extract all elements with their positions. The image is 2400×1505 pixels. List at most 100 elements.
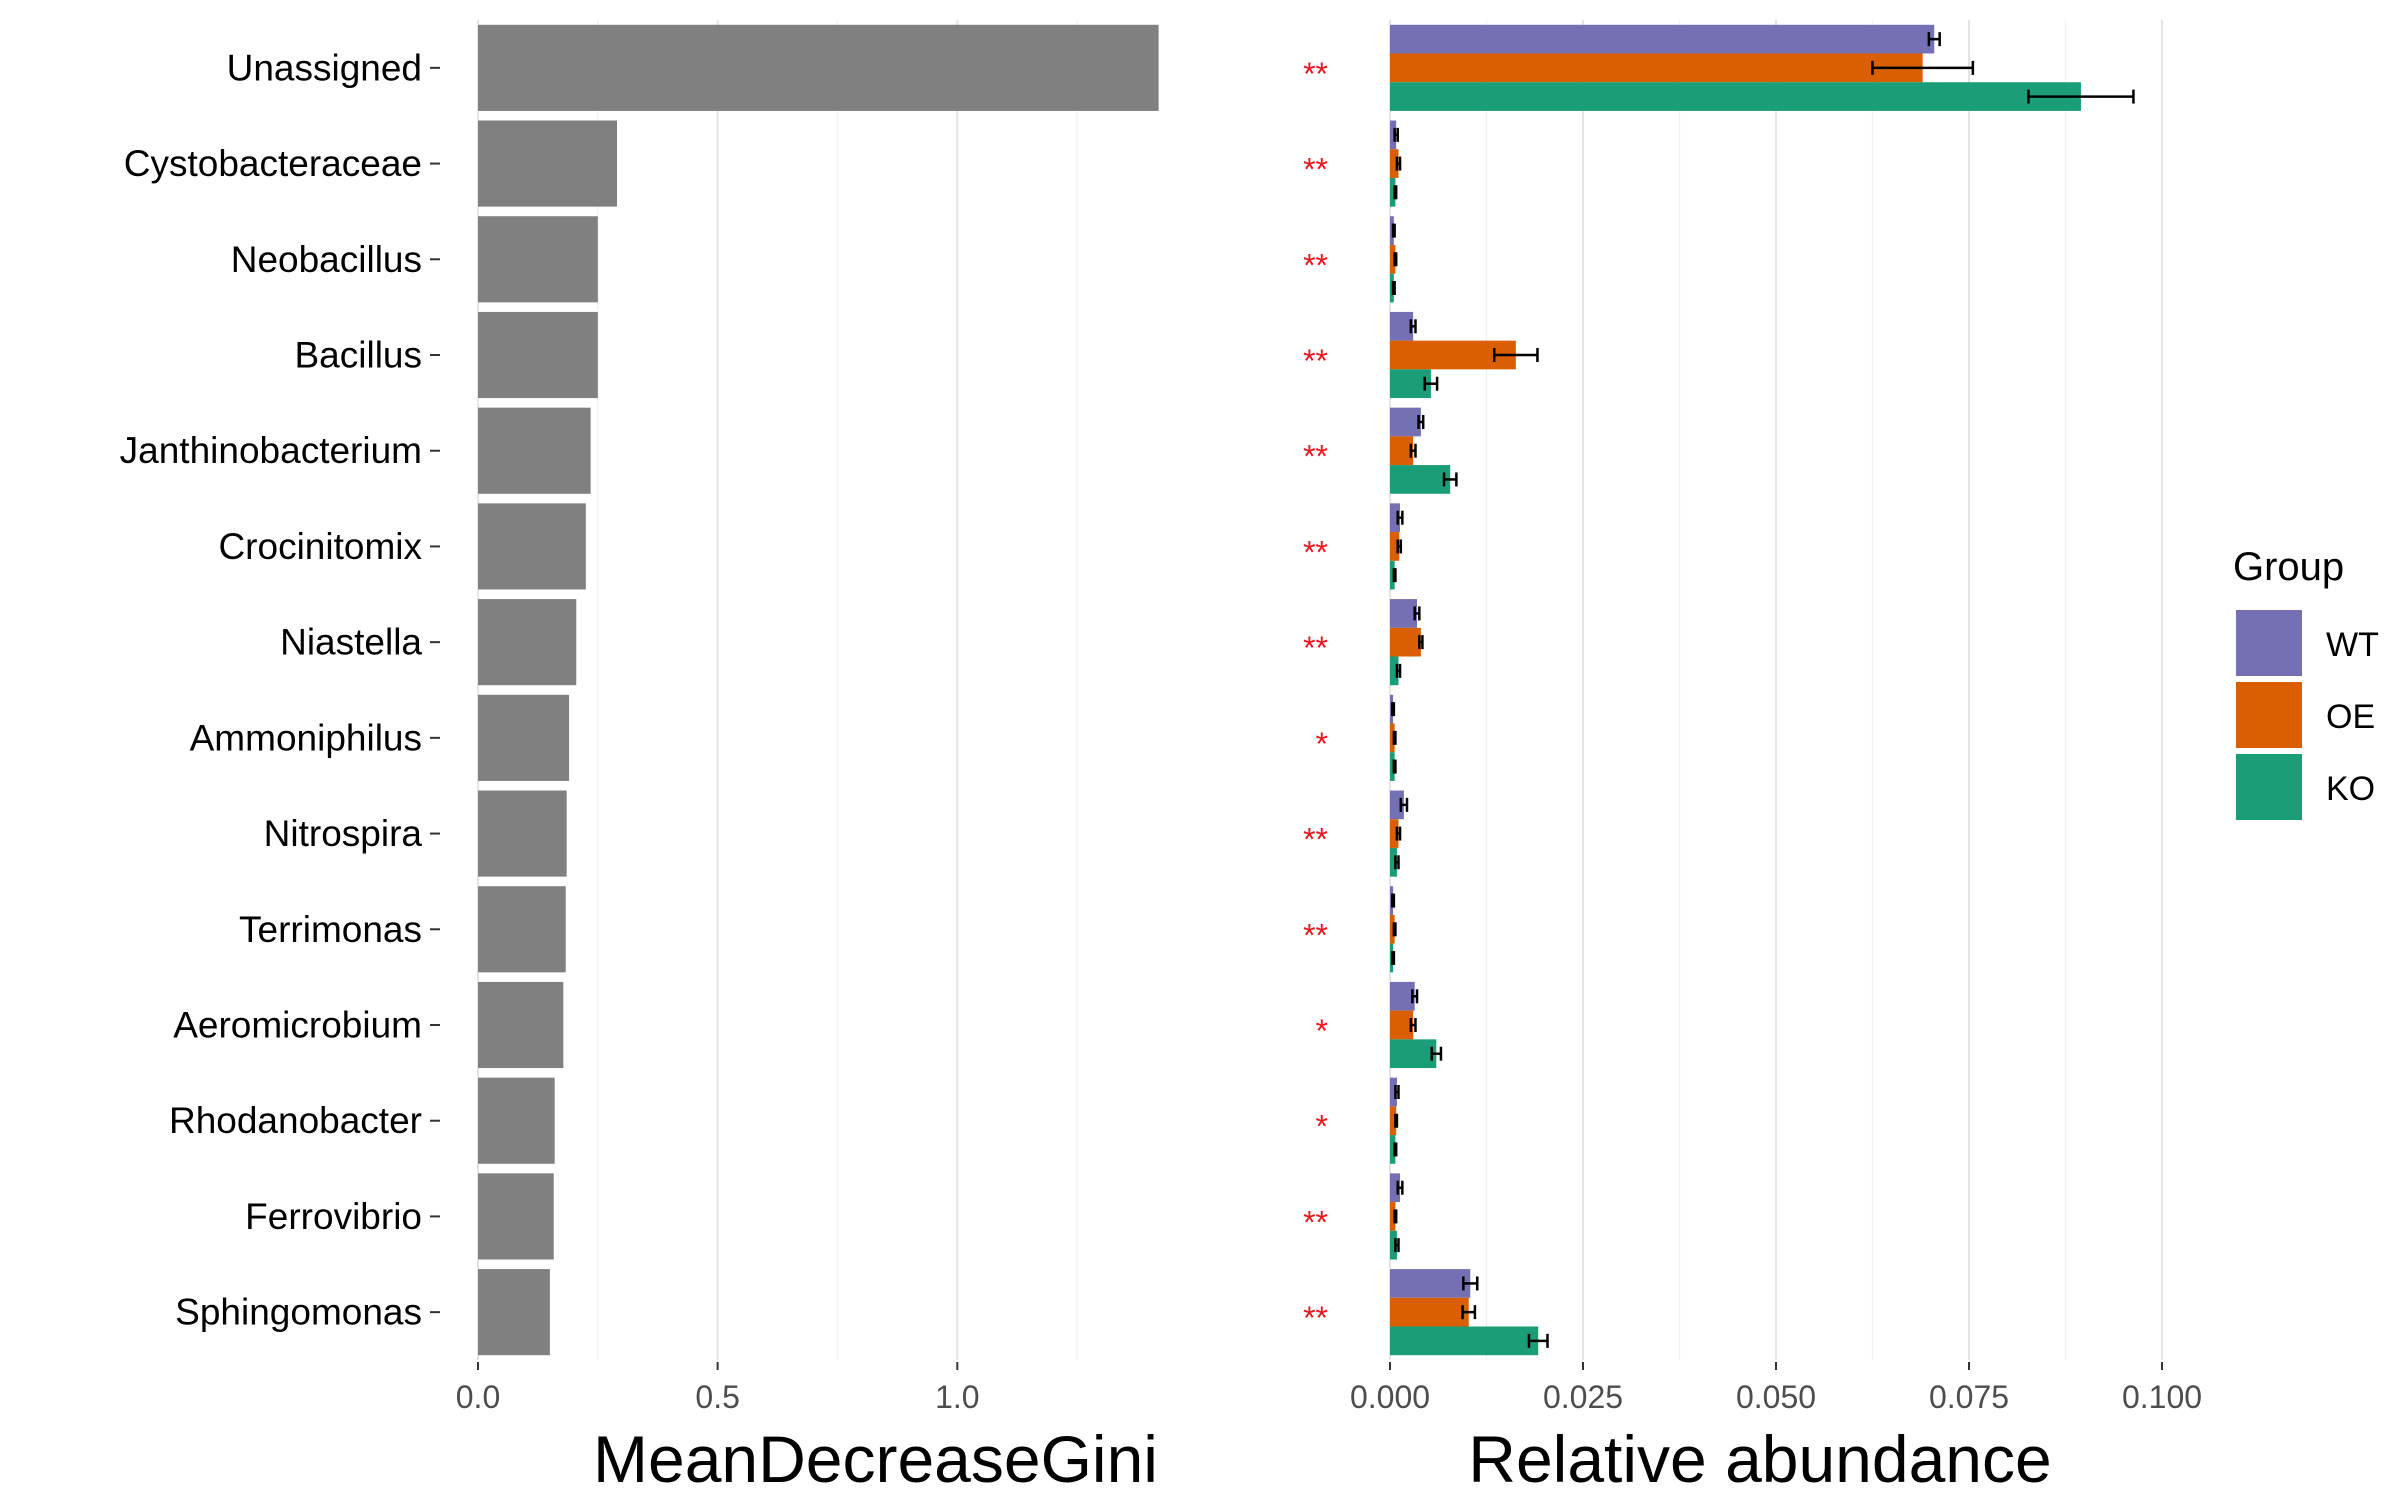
abundance-bar-wt xyxy=(1390,790,1404,820)
x-axis-title: Relative abundance xyxy=(1468,1422,2051,1496)
error-bar xyxy=(2027,89,2135,104)
category-label: Neobacillus xyxy=(231,239,422,280)
error-bar xyxy=(1396,1180,1404,1195)
legend-swatch-oe xyxy=(2236,682,2302,748)
error-bar xyxy=(1423,376,1439,391)
abundance-bar-wt xyxy=(1390,1173,1401,1203)
error-bar xyxy=(1395,663,1402,678)
gini-bar xyxy=(478,216,598,303)
gini-bar xyxy=(478,24,1159,111)
gini-bar xyxy=(478,120,617,207)
abundance-bar-oe xyxy=(1390,723,1395,753)
abundance-bar-wt xyxy=(1390,407,1421,437)
abundance-bar-ko xyxy=(1390,1135,1396,1164)
significance-label: ** xyxy=(1303,1204,1328,1240)
error-bar xyxy=(1393,185,1398,200)
significance-label: ** xyxy=(1303,1300,1328,1336)
abundance-bar-oe xyxy=(1390,1106,1397,1136)
error-bar xyxy=(1461,1305,1477,1320)
error-bar xyxy=(1393,127,1399,142)
error-bar xyxy=(1409,319,1417,334)
significance-label: ** xyxy=(1303,534,1328,570)
gini-bar xyxy=(478,407,591,494)
error-bar xyxy=(1417,415,1425,429)
category-label: Bacillus xyxy=(295,335,423,376)
error-bar xyxy=(1391,951,1396,965)
category-label: Janthinobacterium xyxy=(120,430,422,471)
gini-bar xyxy=(478,981,564,1069)
error-bar xyxy=(1392,568,1397,583)
error-bar xyxy=(1409,443,1417,458)
error-bar xyxy=(1394,855,1400,870)
abundance-bar-oe xyxy=(1390,53,1923,83)
error-bar xyxy=(1393,252,1398,267)
error-bar xyxy=(1393,1209,1398,1224)
error-bar xyxy=(1395,826,1402,841)
x-tick-label: 1.0 xyxy=(935,1379,979,1415)
error-bar xyxy=(1393,1142,1398,1157)
abundance-bar-wt xyxy=(1390,24,1935,54)
abundance-bar-oe xyxy=(1390,1010,1414,1040)
error-bar xyxy=(1392,922,1397,937)
significance-label: ** xyxy=(1303,247,1328,283)
significance-label: ** xyxy=(1303,343,1328,379)
abundance-bar-ko xyxy=(1390,1230,1397,1260)
legend-label: KO xyxy=(2326,770,2375,808)
abundance-bar-ko xyxy=(1390,752,1395,781)
error-bar xyxy=(1492,348,1539,362)
error-bar xyxy=(1391,702,1396,717)
significance-label: ** xyxy=(1303,56,1328,92)
abundance-bar-oe xyxy=(1390,436,1414,466)
error-bar xyxy=(1392,759,1397,774)
abundance-bar-wt xyxy=(1390,311,1414,341)
error-bar xyxy=(1394,1085,1400,1099)
category-label: Nitrospira xyxy=(264,813,423,854)
gini-bar xyxy=(478,311,598,399)
abundance-bar-ko xyxy=(1390,1039,1437,1069)
significance-label: ** xyxy=(1303,152,1328,188)
category-label: Aeromicrobium xyxy=(173,1005,422,1046)
legend-label: OE xyxy=(2326,698,2375,736)
x-tick-label: 0.025 xyxy=(1543,1379,1623,1415)
error-bar xyxy=(1394,1113,1399,1128)
error-bar xyxy=(1391,281,1396,295)
abundance-bar-wt xyxy=(1390,1077,1397,1107)
error-bar xyxy=(1409,1018,1417,1032)
legend-swatch-ko xyxy=(2236,754,2302,820)
category-label: Niastella xyxy=(280,622,422,663)
abundance-bar-oe xyxy=(1390,1202,1396,1231)
gini-bar xyxy=(478,1077,555,1164)
error-bar xyxy=(1394,1238,1400,1253)
error-bar xyxy=(1413,606,1421,621)
abundance-bar-oe xyxy=(1390,627,1421,657)
abundance-bar-oe xyxy=(1390,1297,1469,1327)
x-axis-title: MeanDecreaseGini xyxy=(593,1422,1158,1496)
abundance-bar-ko xyxy=(1390,177,1396,207)
gini-bar xyxy=(478,790,567,877)
significance-label: ** xyxy=(1303,630,1328,666)
gini-bar xyxy=(478,1269,550,1356)
abundance-bar-wt xyxy=(1390,981,1415,1011)
gini-bar xyxy=(478,886,566,973)
error-bar xyxy=(1396,539,1403,554)
abundance-bar-wt xyxy=(1390,503,1401,533)
error-bar xyxy=(1418,635,1424,650)
abundance-bar-oe xyxy=(1390,914,1395,944)
error-bar xyxy=(1927,32,1941,47)
error-bar xyxy=(1391,223,1396,238)
right-panel: *************************0.000 0.025 0.050… xyxy=(1303,20,2202,1496)
category-label: Cystobacteraceae xyxy=(124,143,422,184)
x-tick-label: 0.100 xyxy=(2122,1379,2202,1415)
significance-label: * xyxy=(1316,1013,1328,1049)
abundance-bar-ko xyxy=(1390,847,1397,877)
abundance-bar-ko xyxy=(1390,1326,1539,1356)
error-bar xyxy=(1462,1276,1479,1291)
abundance-bar-ko xyxy=(1390,656,1399,686)
abundance-bar-oe xyxy=(1390,149,1399,178)
abundance-bar-wt xyxy=(1390,120,1397,150)
category-label: Crocinitomix xyxy=(218,526,422,567)
category-label: Rhodanobacter xyxy=(169,1100,422,1141)
gini-bar xyxy=(478,694,570,781)
